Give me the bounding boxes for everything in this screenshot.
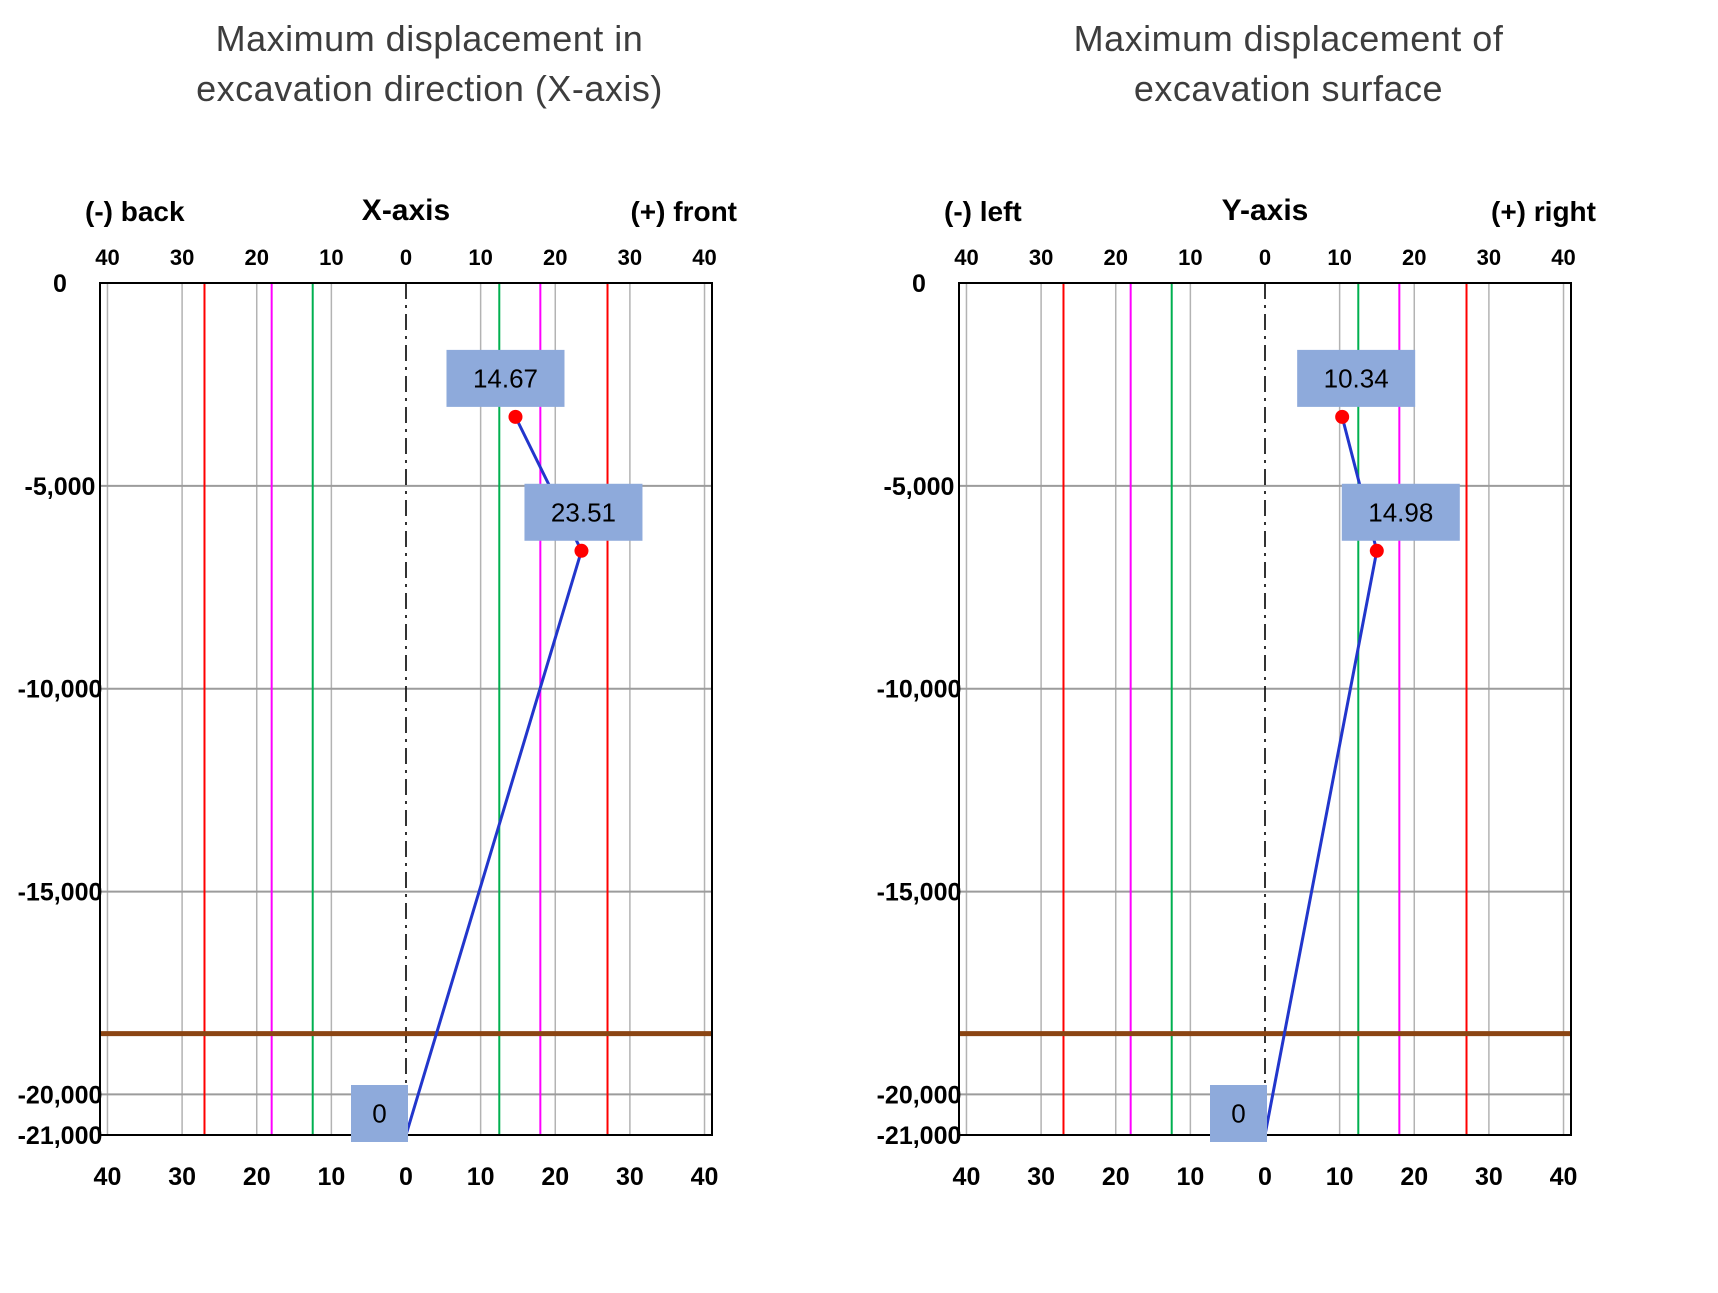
data-label: 10.34 <box>1324 363 1389 393</box>
data-label: 23.51 <box>551 497 616 527</box>
x-tick-label-top: 10 <box>1327 245 1351 270</box>
x-tick-label-bottom: 10 <box>1176 1163 1204 1191</box>
x-tick-label-top: 40 <box>954 245 978 270</box>
y-tick-label: 0 <box>912 270 926 298</box>
data-point-marker <box>1335 409 1350 424</box>
x-tick-label-bottom: 40 <box>953 1163 981 1191</box>
y-tick-label: -15,000 <box>18 879 103 907</box>
chart-title-line-2: excavation surface <box>1133 68 1444 109</box>
negative-direction-label: (-) back <box>85 196 185 227</box>
x-tick-label-bottom: 30 <box>1027 1163 1055 1191</box>
chart-y-axis-displacement: Maximum displacement of excavation surfa… <box>859 0 1718 1293</box>
positive-direction-label: (+) front <box>630 196 737 227</box>
x-tick-label-bottom: 40 <box>94 1163 122 1191</box>
y-tick-label: -10,000 <box>877 676 962 704</box>
x-tick-label-bottom: 30 <box>616 1163 644 1191</box>
y-tick-label: -5,000 <box>884 473 955 501</box>
chart-title: Maximum displacement of excavation surfa… <box>859 0 1718 170</box>
chart-title-line-1: Maximum displacement of <box>1073 18 1504 59</box>
y-tick-label: -10,000 <box>18 676 103 704</box>
plot-area: 0 23.51 14.67 40 40 30 30 20 20 10 10 0 0 10 10 20 20 30 3… <box>18 245 719 1191</box>
x-tick-label-top: 40 <box>692 245 716 270</box>
x-tick-label-top: 20 <box>244 245 268 270</box>
y-tick-label: -21,000 <box>18 1122 103 1150</box>
x-tick-label-top: 0 <box>1259 245 1271 270</box>
x-tick-label-top: 0 <box>400 245 412 270</box>
chart-title: Maximum displacement in excavation direc… <box>0 0 859 170</box>
x-tick-label-bottom: 0 <box>399 1163 413 1191</box>
x-tick-label-top: 20 <box>1103 245 1127 270</box>
y-tick-label: -20,000 <box>18 1081 103 1109</box>
y-tick-label: 0 <box>53 270 67 298</box>
x-tick-label-top: 20 <box>1402 245 1426 270</box>
x-tick-label-top: 30 <box>1477 245 1501 270</box>
x-tick-label-bottom: 0 <box>1258 1163 1272 1191</box>
data-label: 14.67 <box>473 363 538 393</box>
data-label-box <box>351 1085 408 1142</box>
x-tick-label-top: 30 <box>170 245 194 270</box>
data-label-box <box>524 483 643 541</box>
data-label-box <box>1341 483 1460 541</box>
x-tick-label-top: 40 <box>1551 245 1575 270</box>
x-tick-label-bottom: 20 <box>541 1163 569 1191</box>
x-tick-label-top: 10 <box>468 245 492 270</box>
negative-direction-label: (-) left <box>944 196 1022 227</box>
x-tick-label-top: 30 <box>618 245 642 270</box>
chart-title-line-1: Maximum displacement in <box>215 18 644 59</box>
x-tick-label-bottom: 40 <box>1550 1163 1578 1191</box>
x-tick-label-bottom: 10 <box>317 1163 345 1191</box>
axis-header: (-) left Y-axis (+) right <box>859 170 1718 240</box>
y-tick-label: -15,000 <box>877 879 962 907</box>
data-label: 14.98 <box>1368 497 1433 527</box>
x-tick-label-top: 10 <box>319 245 343 270</box>
x-tick-label-bottom: 30 <box>1475 1163 1503 1191</box>
data-point-marker <box>1369 543 1384 558</box>
x-tick-label-bottom: 20 <box>243 1163 271 1191</box>
x-tick-label-bottom: 10 <box>1326 1163 1354 1191</box>
data-point-marker <box>508 409 523 424</box>
x-tick-label-top: 20 <box>543 245 567 270</box>
x-tick-label-bottom: 20 <box>1102 1163 1130 1191</box>
data-point-marker <box>574 543 589 558</box>
data-label: 0 <box>1231 1099 1245 1129</box>
data-label-box <box>1210 1085 1267 1142</box>
axis-title: X-axis <box>361 194 451 227</box>
x-tick-label-bottom: 40 <box>691 1163 719 1191</box>
y-tick-label: -20,000 <box>877 1081 962 1109</box>
positive-direction-label: (+) right <box>1491 196 1596 227</box>
chart-title-line-2: excavation direction (X-axis) <box>196 68 663 109</box>
x-tick-label-bottom: 30 <box>168 1163 196 1191</box>
data-label-box <box>1297 349 1416 407</box>
x-tick-label-top: 30 <box>1029 245 1053 270</box>
y-tick-label: -5,000 <box>25 473 96 501</box>
axis-header: (-) back X-axis (+) front <box>0 170 859 240</box>
chart-x-axis-displacement: Maximum displacement in excavation direc… <box>0 0 859 1191</box>
y-tick-label: -21,000 <box>877 1122 962 1150</box>
data-label-box <box>446 349 565 407</box>
x-tick-label-top: 40 <box>95 245 119 270</box>
axis-title: Y-axis <box>1221 194 1309 227</box>
x-tick-label-bottom: 20 <box>1400 1163 1428 1191</box>
plot-area: 0 14.98 10.34 40 40 30 30 20 20 10 10 0 0 10 10 20 20 30 3… <box>877 245 1578 1191</box>
data-label: 0 <box>372 1099 386 1129</box>
x-tick-label-top: 10 <box>1178 245 1202 270</box>
x-tick-label-bottom: 10 <box>467 1163 495 1191</box>
